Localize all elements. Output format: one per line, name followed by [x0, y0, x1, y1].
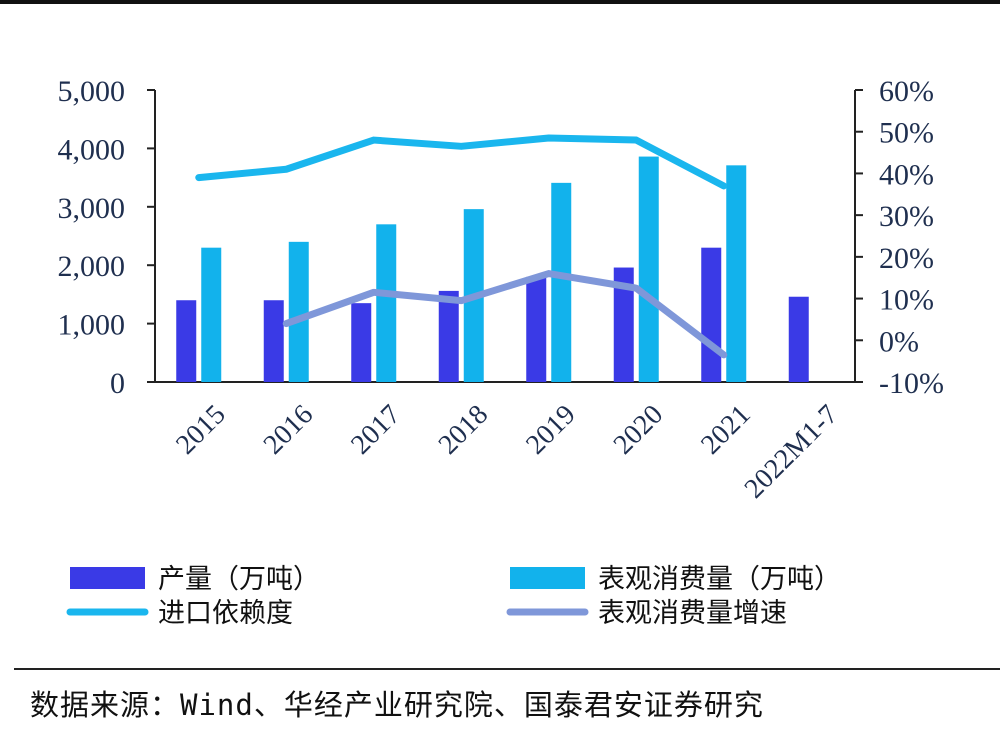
y-left-tick-label: 3,000	[58, 192, 126, 225]
y-right-tick-label: 60%	[879, 75, 934, 108]
bar	[726, 165, 747, 382]
bottom-rule	[14, 668, 1000, 670]
y-right-tick-label: 50%	[879, 117, 934, 150]
legend-label: 进口依赖度	[158, 598, 293, 629]
bar	[351, 303, 372, 382]
plot-area: 0 1,000 2,000 3,000 4,000 5,000 -10% 0% 10% 20% 30…	[58, 75, 944, 505]
bar	[788, 296, 809, 382]
y-right-tick-label: 30%	[879, 200, 934, 233]
y-right-tick-label: -10%	[879, 367, 944, 400]
legend-swatch	[510, 567, 585, 589]
legend-label: 产量（万吨）	[158, 564, 320, 595]
y-right-tick-label: 20%	[879, 242, 934, 275]
bar	[176, 300, 197, 382]
y-left-tick-label: 5,000	[58, 75, 126, 108]
x-tick-label: 2017	[345, 399, 407, 461]
bar	[613, 267, 634, 382]
x-tick-label: 2019	[520, 399, 582, 461]
x-tick-label: 2015	[170, 399, 232, 461]
y-right-tick-label: 40%	[879, 158, 934, 191]
legend: 产量（万吨） 表观消费量（万吨） 进口依赖度 表观消费量增速	[66, 564, 841, 629]
bar	[551, 182, 572, 382]
y-left-tick-label: 2,000	[58, 250, 126, 283]
legend-swatch	[70, 567, 145, 589]
bar	[263, 300, 284, 382]
x-tick-label: 2022M1-7	[739, 399, 845, 505]
y-left-tick-label: 4,000	[58, 133, 126, 166]
x-tick-label: 2018	[433, 399, 495, 461]
x-tick-label: 2020	[608, 399, 670, 461]
series-line	[282, 270, 728, 359]
bar	[376, 224, 397, 382]
source-note: 数据来源：Wind、华经产业研究院、国泰君安证券研究	[30, 688, 764, 722]
y-right-tick-label: 0%	[879, 325, 919, 358]
x-tick-label: 2021	[695, 399, 757, 461]
legend-label: 表观消费量（万吨）	[598, 564, 841, 595]
bar	[438, 290, 459, 382]
bar	[288, 241, 309, 382]
y-left-tick-label: 1,000	[58, 309, 126, 342]
chart: 0 1,000 2,000 3,000 4,000 5,000 -10% 0% 10% 20% 30…	[58, 75, 944, 629]
top-rule	[0, 0, 1000, 4]
y-right-tick-label: 10%	[879, 284, 934, 317]
bar	[701, 247, 722, 382]
series-line	[195, 134, 728, 190]
bar	[201, 247, 222, 382]
x-tick-label: 2016	[258, 399, 320, 461]
bar	[638, 156, 659, 382]
bar	[526, 276, 547, 382]
legend-label: 表观消费量增速	[598, 598, 787, 629]
y-left-tick-label: 0	[110, 367, 125, 400]
